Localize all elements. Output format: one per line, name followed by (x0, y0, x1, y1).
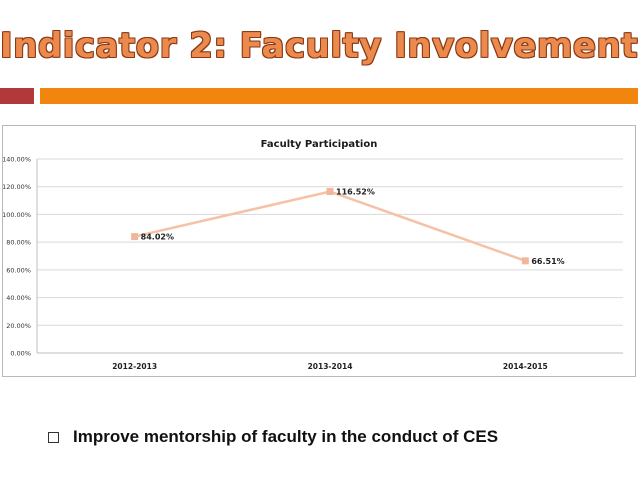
line-chart: 0.00% 20.00% 40.00% 60.00% 80.00% 100.00% 120.… (3, 156, 623, 371)
y-tick-label: 60.00% (6, 266, 31, 274)
data-label: 66.51% (531, 257, 564, 266)
title-accent-bar-orange (40, 88, 638, 104)
data-label: 116.52% (336, 188, 375, 197)
title-accent-bar-dark (0, 88, 34, 104)
data-point (326, 188, 334, 196)
y-tick-label: 100.00% (3, 211, 31, 219)
series-line (134, 190, 526, 263)
data-point (131, 233, 139, 241)
slide-title: Indicator 2: Faculty Involvement (0, 26, 638, 66)
y-tick-label: 120.00% (3, 183, 31, 191)
y-tick-label: 0.00% (10, 350, 31, 358)
x-tick-label: 2012-2013 (112, 362, 157, 371)
bullet-text: Improve mentorship of faculty in the con… (73, 427, 499, 446)
y-tick-label: 80.00% (6, 239, 31, 247)
y-tick-label: 40.00% (6, 294, 31, 302)
data-point (521, 257, 529, 265)
chart-frame: Faculty Participation 0.00% 20.00% 40.00% 6… (2, 125, 636, 377)
bullet-item: Improve mentorship of faculty in the con… (48, 425, 498, 449)
x-tick-label: 2013-2014 (308, 362, 353, 371)
y-tick-label: 140.00% (3, 156, 31, 164)
data-label: 84.02% (141, 233, 174, 242)
chart-title: Faculty Participation (260, 139, 378, 150)
bullet-square-icon (48, 431, 59, 443)
x-tick-label: 2014-2015 (503, 362, 548, 371)
y-tick-label: 20.00% (6, 322, 31, 330)
